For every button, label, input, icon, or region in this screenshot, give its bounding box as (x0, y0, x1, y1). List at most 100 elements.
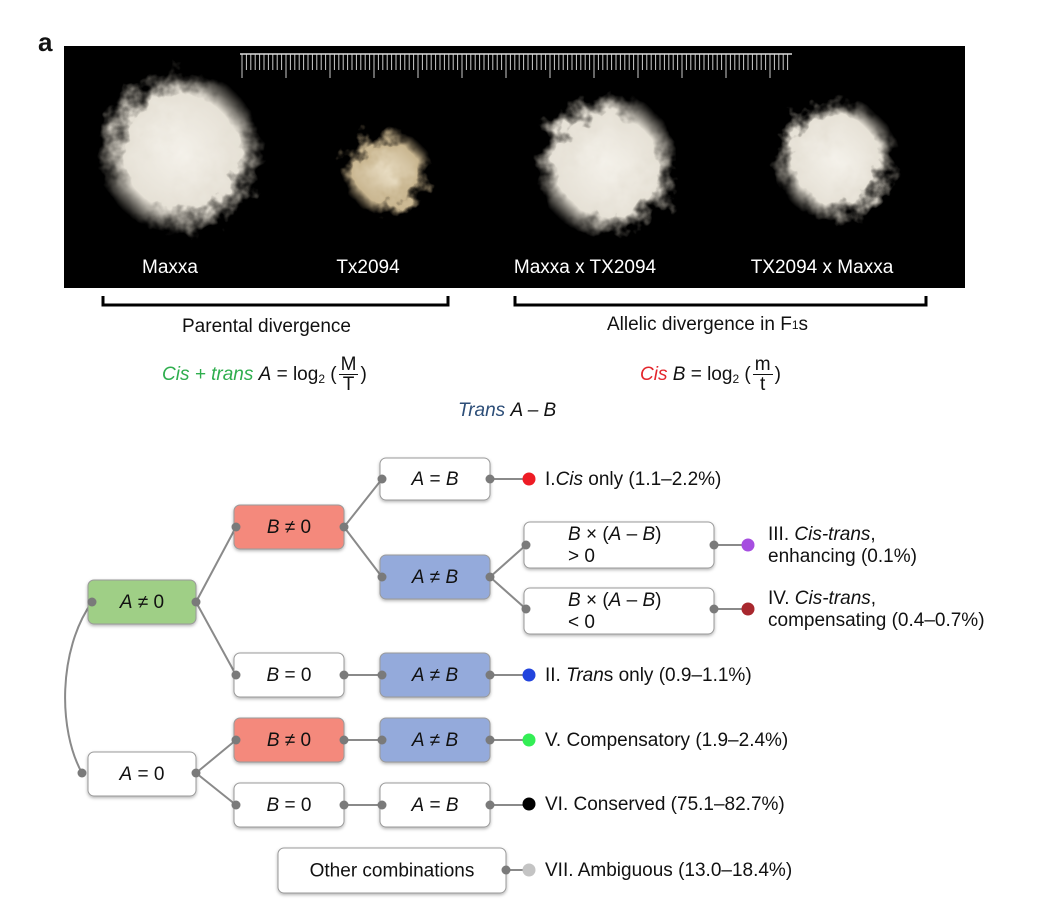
label-line: B ≠ 0 (267, 517, 311, 538)
label-segment: VI. Conserved (75.1–82.7%) (545, 794, 785, 815)
connector-dot (231, 800, 241, 810)
numerator: M (338, 354, 359, 375)
label-segment: II. (545, 665, 566, 686)
denominator: t (760, 374, 766, 395)
label-line: A ≠ B (411, 665, 459, 686)
label-segment: A (411, 730, 425, 751)
label-line: A = B (410, 795, 458, 816)
label-segment: × ( (581, 590, 610, 611)
label-segment: compensating (0.4–0.7%) (768, 610, 985, 631)
label-segment: A (411, 567, 425, 588)
connector-dot (191, 597, 201, 607)
connector-dot (709, 604, 719, 614)
label-segment: B (267, 665, 280, 686)
label-segment: B (446, 665, 459, 686)
cotton-sample (535, 93, 679, 237)
denominator: T (342, 374, 355, 395)
label-line: > 0 (568, 546, 595, 567)
formula-var: A (258, 363, 272, 385)
label-segment: B (642, 524, 655, 545)
connector-dot (231, 522, 241, 532)
label-segment: = (424, 469, 446, 490)
numerator: m (752, 354, 773, 375)
label-segment: B (267, 795, 280, 816)
label-segment: s only (0.9–1.1%) (604, 665, 752, 686)
label-segment: ) (655, 524, 661, 545)
cotton-sample (343, 128, 431, 216)
label-line: VI. Conserved (75.1–82.7%) (545, 794, 785, 815)
label-segment: B (446, 567, 459, 588)
cotton-sample (98, 70, 262, 234)
label-line: B × (A – B) (568, 590, 662, 611)
label-segment: = 0 (279, 795, 311, 816)
connector-dot (485, 474, 495, 484)
formula-eq: = log (685, 363, 733, 385)
edge (64, 601, 93, 774)
label-segment: ≠ 0 (280, 730, 312, 751)
photo-label: TX2094 x Maxxa (751, 257, 894, 278)
bracket (513, 296, 928, 307)
label-segment: × ( (581, 524, 610, 545)
label-segment: < 0 (568, 612, 595, 633)
connector-dot (377, 670, 387, 680)
label-line: compensating (0.4–0.7%) (768, 610, 985, 631)
label-line: B = 0 (267, 665, 312, 686)
connector-dot (485, 800, 495, 810)
connector-dot (709, 540, 719, 550)
bracket-label: Parental divergence (182, 316, 351, 337)
connector-dot (485, 735, 495, 745)
connector-dot (377, 735, 387, 745)
label-segment: = (424, 795, 446, 816)
label-segment: Cis-trans (795, 588, 872, 609)
edge (195, 526, 237, 603)
formula-label: Cis + trans (162, 363, 254, 385)
photo-label: Maxxa x TX2094 (514, 257, 657, 278)
label-line: Other combinations (310, 861, 475, 882)
edge (195, 772, 237, 806)
connector-dot (501, 865, 511, 875)
edge (195, 739, 237, 774)
label-segment: A (608, 590, 622, 611)
label-line: A = B (410, 469, 458, 490)
outcome-dot (522, 733, 536, 747)
connector-dot (521, 540, 531, 550)
label-line: A = 0 (119, 764, 165, 785)
connector-dot (339, 670, 349, 680)
label-segment: B (642, 590, 655, 611)
label-segment: A (119, 764, 133, 785)
label-segment: Cis (556, 469, 584, 490)
ruler (240, 53, 792, 78)
label-segment: A (410, 795, 424, 816)
label-segment: A (119, 592, 133, 613)
label-line: II. Trans only (0.9–1.1%) (545, 665, 752, 686)
connector-dot (191, 768, 201, 778)
label-segment: only (1.1–2.2%) (583, 469, 721, 490)
label-line: B ≠ 0 (267, 730, 311, 751)
label-segment: ≠ (425, 567, 446, 588)
label-segment: B (446, 469, 459, 490)
label-line: < 0 (568, 612, 595, 633)
connector-dot (87, 597, 97, 607)
formula-base: 2 (732, 372, 740, 386)
label-line: A ≠ B (411, 567, 459, 588)
label-segment: Tran (566, 665, 604, 686)
label-segment: A (411, 665, 425, 686)
text: Allelic divergence in F (607, 314, 792, 335)
formula-eq: = log (271, 363, 319, 385)
connector-dot (377, 800, 387, 810)
outcome-dot (522, 472, 536, 486)
label-segment: B (568, 590, 581, 611)
connector-dot (339, 800, 349, 810)
label-segment: V. Compensatory (1.9–2.4%) (545, 730, 788, 751)
outcome-dot (522, 797, 536, 811)
formula-open: ( (325, 363, 337, 385)
formula-close: ) (360, 363, 367, 385)
label-segment: B (446, 730, 459, 751)
edge (343, 526, 383, 578)
label-line: IV. Cis-trans, (768, 588, 876, 609)
label-segment: A (608, 524, 622, 545)
label-segment: ≠ 0 (133, 592, 165, 613)
